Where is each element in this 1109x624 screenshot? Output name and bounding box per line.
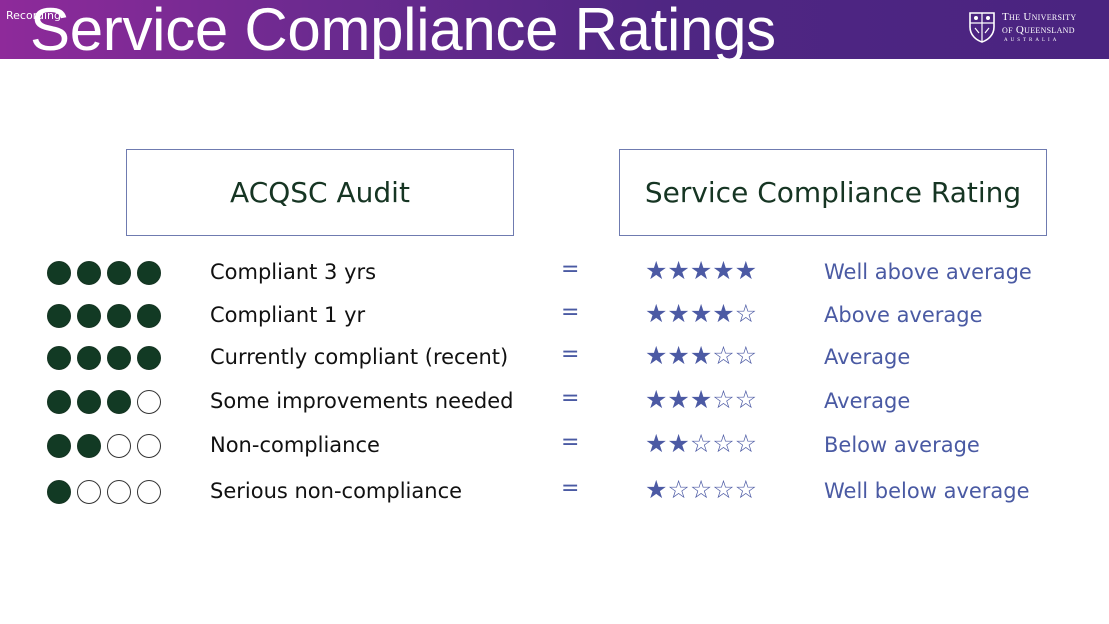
- filled-circle-icon: [77, 390, 101, 414]
- filled-circle-icon: [107, 346, 131, 370]
- equals-sign: =: [561, 476, 580, 501]
- rating-label: Average: [824, 389, 911, 413]
- star-rating-icons: ★★★☆☆: [645, 385, 758, 414]
- filled-circle-icon: [77, 346, 101, 370]
- empty-circle-icon: [77, 480, 101, 504]
- audit-dots: [47, 390, 167, 416]
- audit-dots: [47, 304, 167, 330]
- filled-circle-icon: [77, 261, 101, 285]
- audit-dots: [47, 480, 167, 506]
- audit-dots: [47, 434, 167, 460]
- rating-row: Serious non-compliance = ★☆☆☆☆ Well belo…: [0, 475, 1109, 510]
- title-banner: Recording Service Compliance Ratings The…: [0, 0, 1109, 59]
- rating-row: Currently compliant (recent) = ★★★☆☆ Ave…: [0, 341, 1109, 376]
- slide-title: Service Compliance Ratings: [30, 0, 776, 59]
- filled-circle-icon: [47, 434, 71, 458]
- filled-circle-icon: [47, 480, 71, 504]
- audit-result-text: Currently compliant (recent): [210, 345, 509, 369]
- acqsc-audit-header: ACQSC Audit: [126, 149, 514, 236]
- equals-sign: =: [561, 342, 580, 367]
- filled-circle-icon: [77, 304, 101, 328]
- empty-circle-icon: [137, 434, 161, 458]
- empty-circle-icon: [137, 390, 161, 414]
- audit-result-text: Compliant 3 yrs: [210, 260, 377, 284]
- filled-circle-icon: [47, 390, 71, 414]
- audit-dots: [47, 261, 167, 287]
- empty-circle-icon: [107, 434, 131, 458]
- filled-circle-icon: [137, 304, 161, 328]
- service-compliance-rating-header: Service Compliance Rating: [619, 149, 1047, 236]
- equals-sign: =: [561, 300, 580, 325]
- rating-label: Well above average: [824, 260, 1032, 284]
- star-rating-icons: ★☆☆☆☆: [645, 475, 758, 504]
- empty-circle-icon: [137, 480, 161, 504]
- rating-row: Non-compliance = ★★☆☆☆ Below average: [0, 429, 1109, 464]
- audit-result-text: Serious non-compliance: [210, 479, 463, 503]
- audit-result-text: Non-compliance: [210, 433, 380, 457]
- rating-label: Below average: [824, 433, 980, 457]
- filled-circle-icon: [47, 346, 71, 370]
- filled-circle-icon: [107, 261, 131, 285]
- empty-circle-icon: [107, 480, 131, 504]
- filled-circle-icon: [137, 346, 161, 370]
- logo-text-line2: of Queensland: [1002, 24, 1075, 36]
- rating-row: Some improvements needed = ★★★☆☆ Average: [0, 385, 1109, 420]
- recording-indicator: Recording: [6, 9, 62, 22]
- logo-text-line1: The University: [1002, 11, 1077, 23]
- rating-label: Well below average: [824, 479, 1030, 503]
- filled-circle-icon: [137, 261, 161, 285]
- filled-circle-icon: [47, 261, 71, 285]
- filled-circle-icon: [77, 434, 101, 458]
- equals-sign: =: [561, 257, 580, 282]
- university-logo: The University of Queensland AUSTRALIA: [968, 9, 1098, 49]
- star-rating-icons: ★★★★★: [645, 256, 758, 285]
- rating-label: Above average: [824, 303, 983, 327]
- filled-circle-icon: [107, 304, 131, 328]
- equals-sign: =: [561, 386, 580, 411]
- equals-sign: =: [561, 430, 580, 455]
- crest-icon: [969, 12, 995, 43]
- filled-circle-icon: [107, 390, 131, 414]
- audit-result-text: Some improvements needed: [210, 389, 514, 413]
- audit-result-text: Compliant 1 yr: [210, 303, 366, 327]
- rating-row: Compliant 3 yrs = ★★★★★ Well above avera…: [0, 256, 1109, 291]
- star-rating-icons: ★★★☆☆: [645, 341, 758, 370]
- star-rating-icons: ★★☆☆☆: [645, 429, 758, 458]
- audit-dots: [47, 346, 167, 372]
- star-rating-icons: ★★★★☆: [645, 299, 758, 328]
- filled-circle-icon: [47, 304, 71, 328]
- logo-text-line3: AUSTRALIA: [1004, 38, 1060, 43]
- rating-label: Average: [824, 345, 911, 369]
- rating-row: Compliant 1 yr = ★★★★☆ Above average: [0, 299, 1109, 334]
